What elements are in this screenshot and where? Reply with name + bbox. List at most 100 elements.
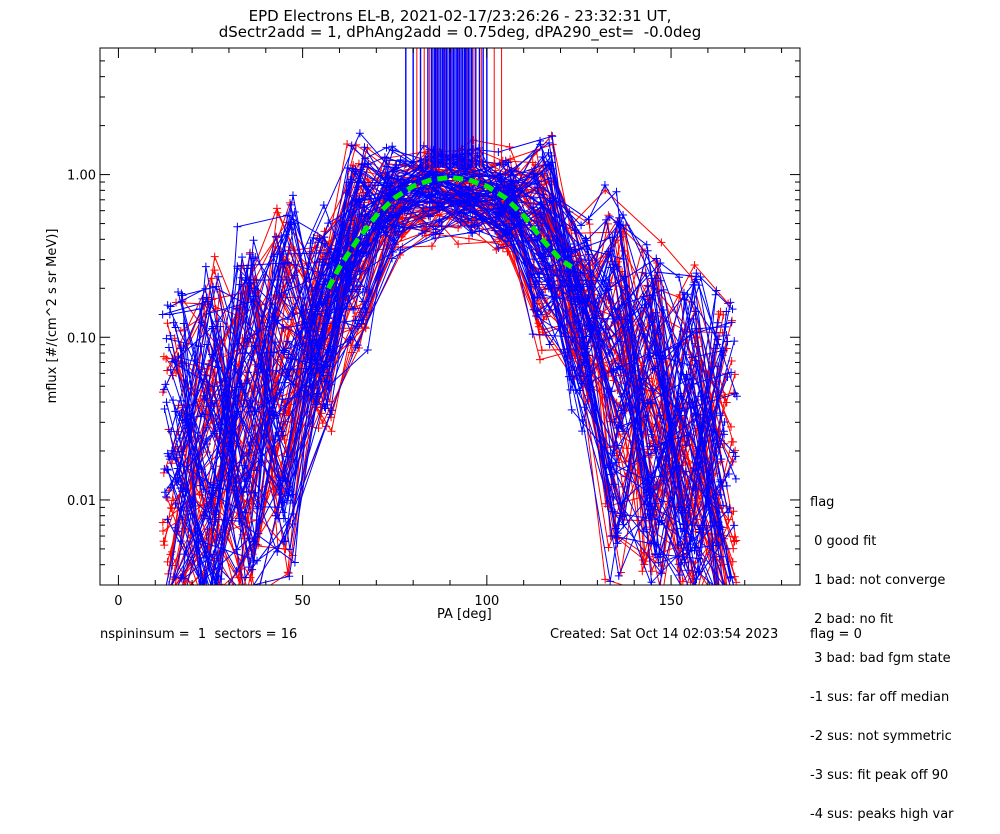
data-point [600, 181, 609, 190]
data-point [173, 527, 182, 536]
data-point [183, 584, 185, 585]
data-point [494, 147, 503, 156]
x-tick-label: 50 [294, 594, 311, 609]
data-point [461, 174, 470, 183]
legend-item: -1 sus: far off median [810, 690, 950, 705]
data-point [435, 229, 444, 238]
data-point [692, 594, 700, 602]
y-tick-label: 1.00 [67, 169, 96, 184]
data-point [649, 510, 658, 519]
data-point [168, 594, 176, 602]
data-point [388, 142, 397, 151]
data-point [285, 572, 294, 581]
data-point [288, 191, 297, 200]
data-point [722, 307, 731, 316]
data-point [349, 208, 358, 216]
data-point [713, 335, 722, 344]
data-curves [158, 129, 741, 602]
data-point [721, 593, 729, 601]
data-point [203, 340, 212, 349]
data-point [503, 247, 512, 256]
data-point [617, 300, 626, 309]
data-point [238, 253, 247, 262]
data-point [716, 594, 724, 602]
data-point [614, 571, 623, 580]
data-point [212, 282, 221, 291]
data-point [283, 315, 292, 324]
data-series-curve [158, 136, 723, 552]
data-point [216, 594, 224, 602]
data-point [355, 194, 364, 203]
data-point [690, 261, 699, 270]
data-point [196, 594, 204, 602]
data-point [732, 392, 741, 401]
data-point [172, 477, 181, 486]
data-point [242, 594, 250, 602]
data-point [311, 283, 320, 292]
data-point [718, 351, 727, 360]
data-point [362, 231, 371, 240]
data-point [528, 273, 537, 282]
series-line [165, 193, 734, 557]
data-point [584, 215, 593, 224]
data-point [160, 541, 169, 550]
data-point [658, 354, 667, 363]
data-point [675, 404, 684, 413]
data-point [177, 289, 186, 298]
series-line [167, 192, 731, 585]
data-point [578, 427, 587, 436]
data-point [652, 254, 661, 263]
x-axis-label: PA [deg] [437, 607, 492, 622]
data-point [179, 319, 188, 328]
data-point [244, 407, 253, 416]
data-point [216, 476, 225, 485]
data-point [214, 317, 223, 326]
data-point [159, 385, 168, 394]
data-point [346, 335, 355, 344]
data-point [724, 594, 732, 602]
data-point [544, 284, 553, 293]
data-point [496, 170, 505, 179]
footer-created: Created: Sat Oct 14 02:03:54 2023 [550, 627, 779, 642]
data-point [207, 594, 215, 602]
data-point [244, 563, 253, 572]
data-point [323, 371, 332, 380]
data-point [247, 594, 255, 602]
series-line [164, 197, 716, 585]
data-point [343, 140, 352, 149]
data-point [426, 212, 435, 221]
data-point [347, 141, 356, 150]
data-point [158, 518, 167, 527]
data-point [363, 346, 372, 355]
data-point [165, 310, 174, 319]
data-point [533, 235, 542, 244]
data-point [160, 488, 169, 497]
data-point [344, 226, 353, 235]
data-point [323, 400, 332, 409]
data-point [723, 337, 732, 346]
data-point [283, 211, 292, 220]
data-point [210, 401, 219, 410]
data-point [382, 143, 391, 152]
data-point [343, 188, 352, 197]
x-tick-label: 150 [659, 594, 684, 609]
data-point [494, 211, 503, 220]
data-point [315, 257, 324, 266]
data-point [249, 236, 258, 245]
data-point [432, 184, 441, 193]
series-line [183, 156, 722, 585]
data-point [682, 441, 691, 450]
data-point [621, 282, 630, 291]
data-point [503, 181, 512, 190]
data-point [723, 594, 731, 602]
data-point [548, 132, 557, 141]
data-point [203, 297, 212, 306]
data-series-curve [164, 188, 731, 585]
data-point [565, 208, 574, 217]
data-point [212, 594, 220, 602]
data-point [174, 288, 183, 297]
data-point [176, 573, 185, 582]
data-point [158, 310, 167, 319]
data-point [163, 465, 172, 474]
series-line [162, 139, 719, 549]
